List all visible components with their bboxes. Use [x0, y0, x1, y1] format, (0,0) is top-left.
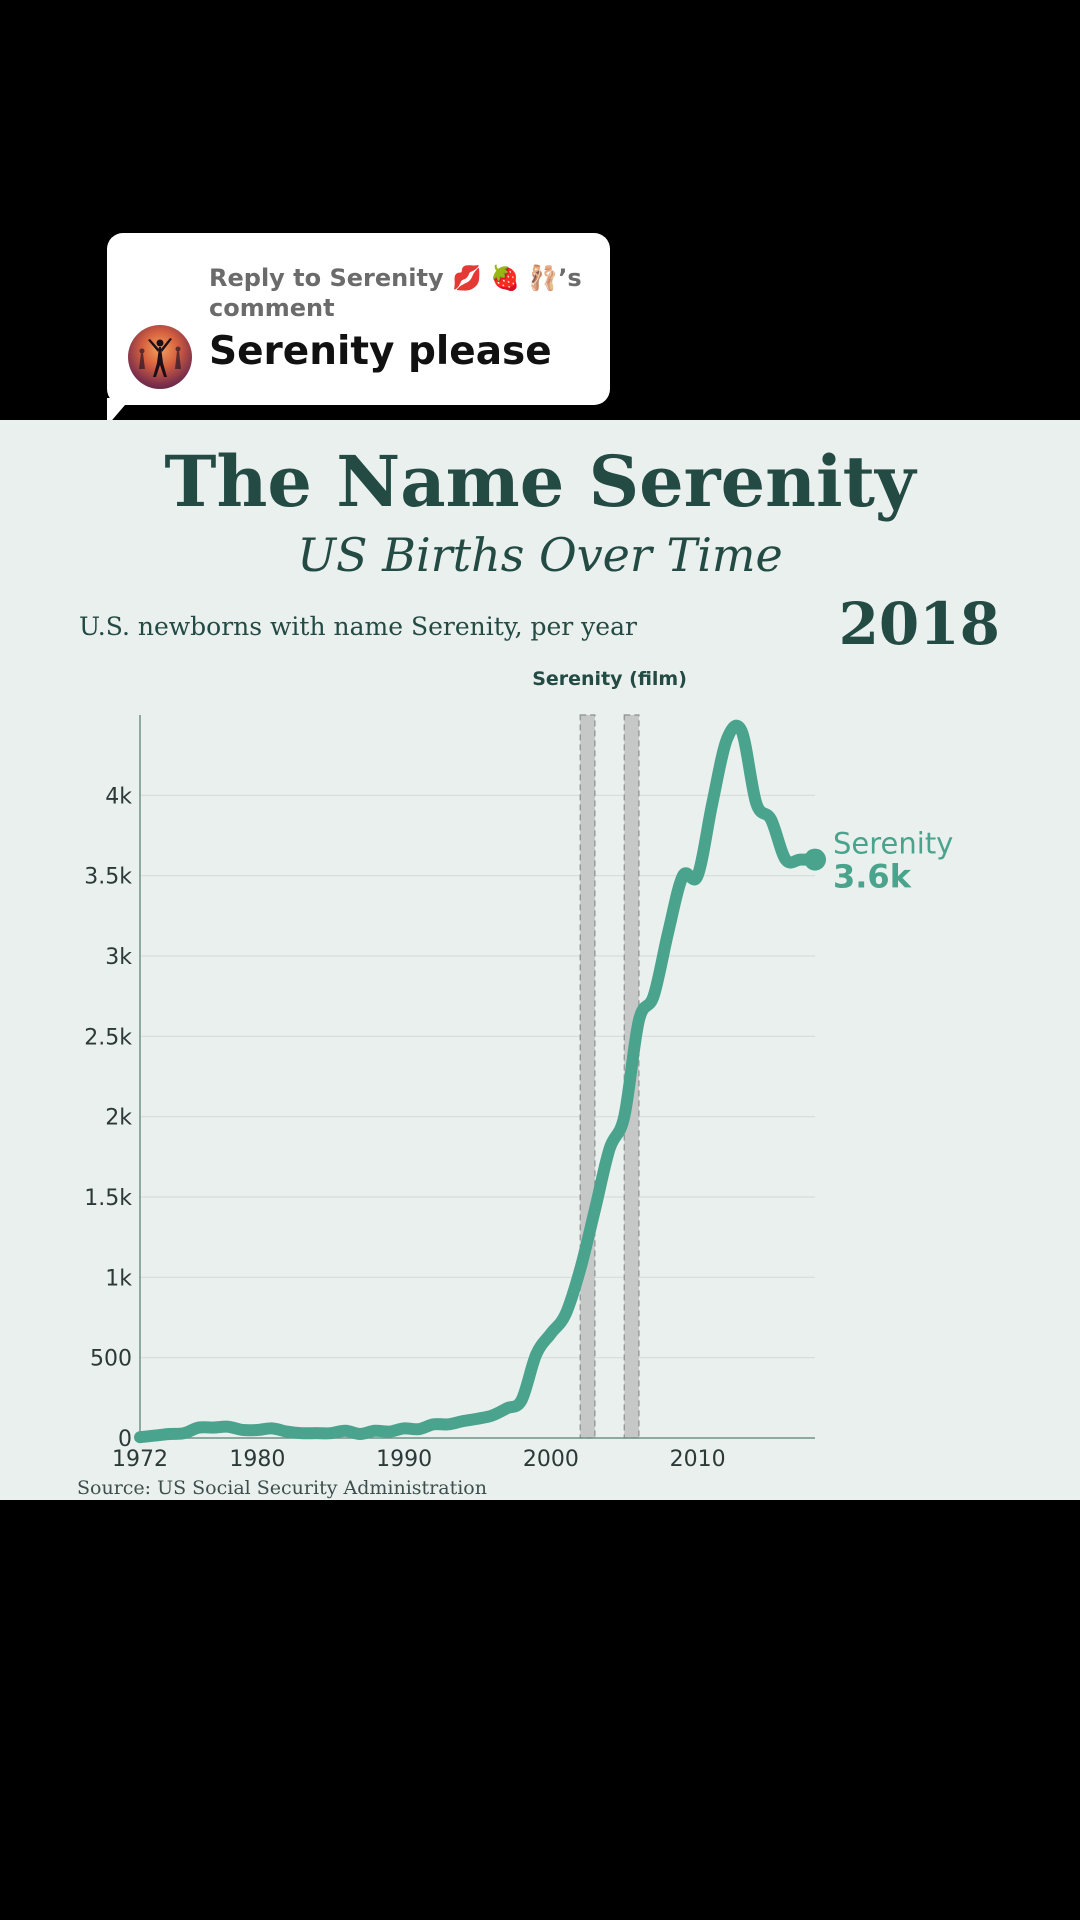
comment-text: Serenity please — [209, 329, 552, 374]
comment-reply-bubble[interactable]: Reply to Serenity 💋 🍓 🩰’s comment Sereni… — [107, 233, 610, 405]
y-tick-label: 4k — [105, 784, 132, 809]
x-tick-label: 1990 — [376, 1447, 432, 1472]
series-end-marker — [804, 848, 826, 871]
dancer-silhouette-icon — [139, 338, 181, 377]
y-tick-label: 1.5k — [84, 1186, 132, 1211]
current-year-display: 2018 — [838, 590, 1000, 658]
x-tick-label: 1980 — [229, 1447, 285, 1472]
chart-panel: The Name Serenity US Births Over Time U.… — [0, 420, 1080, 1500]
y-tick-label: 1k — [105, 1266, 132, 1291]
line-chart: 0 500 1k 1.5k 2k 2.5k 3k 3.5k 4k Serenity (film) 1… — [84, 668, 953, 1472]
y-tick-label: 500 — [90, 1347, 132, 1372]
source-note: Source: US Social Security Administratio… — [77, 1477, 487, 1499]
reply-to-label: Reply to Serenity 💋 🍓 🩰’s comment — [209, 264, 582, 322]
y-tick-label: 3k — [105, 945, 132, 970]
chart-subtitle: US Births Over Time — [297, 528, 783, 582]
y-tick-label: 2k — [105, 1106, 132, 1131]
y-tick-label: 2.5k — [84, 1025, 132, 1050]
chart-description: U.S. newborns with name Serenity, per ye… — [79, 612, 637, 641]
annotation-band — [579, 714, 596, 1439]
series-value-label: 3.6k — [833, 858, 912, 896]
chart-title: The Name Serenity — [164, 440, 916, 523]
x-tick-label: 2000 — [523, 1447, 579, 1472]
x-tick-label: 1972 — [112, 1447, 168, 1472]
x-tick-label: 2010 — [670, 1447, 726, 1472]
series-line-serenity — [134, 719, 821, 1444]
avatar — [128, 325, 192, 389]
annotation-label: Serenity (film) — [532, 668, 687, 690]
series-name-label: Serenity — [833, 827, 953, 861]
y-tick-label: 0 — [118, 1427, 132, 1452]
y-tick-label: 3.5k — [84, 865, 132, 890]
